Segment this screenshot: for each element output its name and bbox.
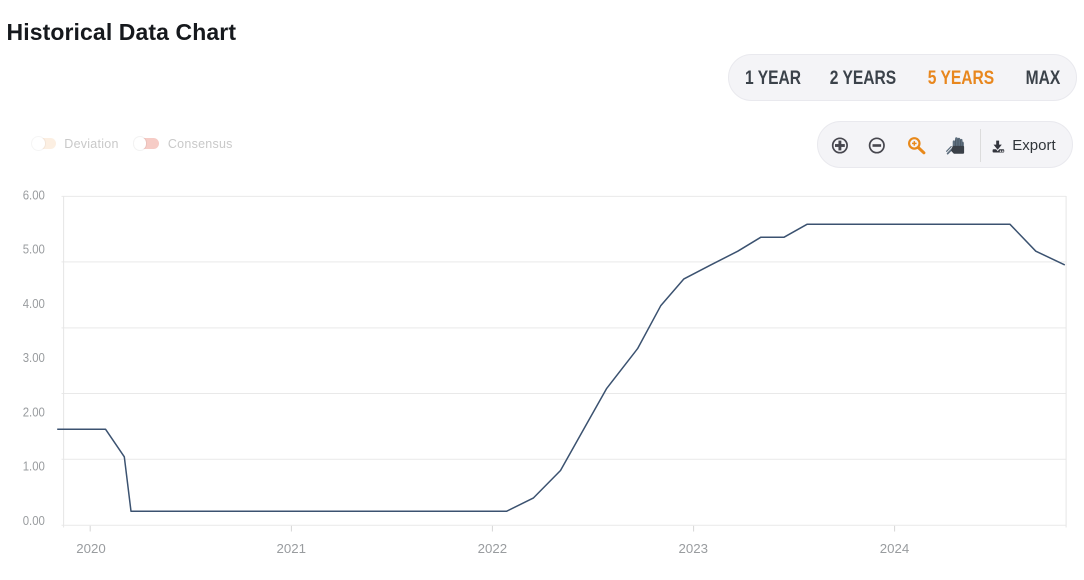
svg-text:6.00: 6.00: [23, 187, 45, 202]
svg-text:2020: 2020: [76, 541, 106, 556]
svg-text:1.00: 1.00: [23, 459, 45, 474]
svg-text:2.00: 2.00: [23, 404, 45, 419]
svg-text:5.00: 5.00: [23, 242, 45, 257]
svg-text:2024: 2024: [880, 541, 910, 556]
svg-text:2022: 2022: [478, 541, 508, 556]
svg-text:4.00: 4.00: [23, 296, 45, 311]
svg-text:3.00: 3.00: [23, 350, 45, 365]
svg-text:2023: 2023: [679, 541, 709, 556]
svg-text:0.00: 0.00: [23, 513, 45, 528]
svg-text:2021: 2021: [277, 541, 307, 556]
